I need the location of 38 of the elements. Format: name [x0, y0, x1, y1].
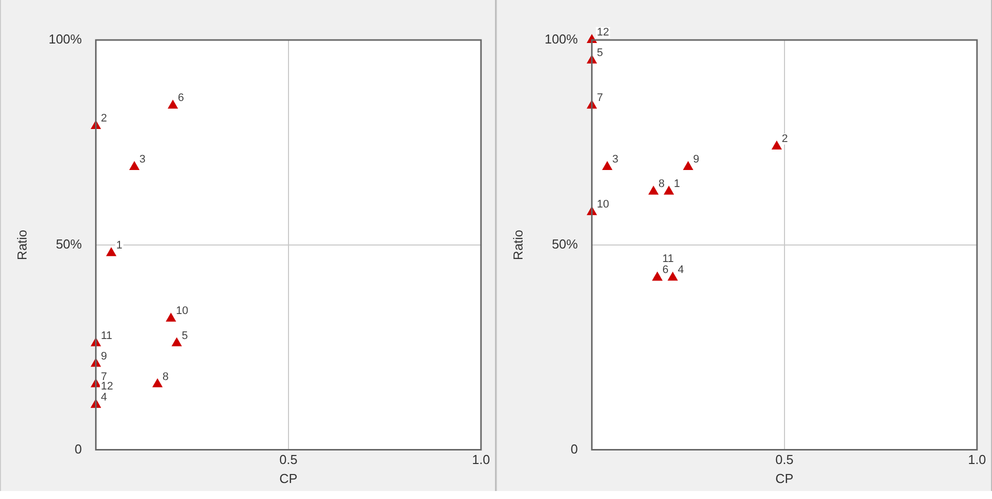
annotation: 5 [182, 330, 188, 342]
annotation: 2 [782, 133, 788, 146]
x-axis-title: CP [775, 470, 794, 486]
x-tick-label: 0.5 [279, 452, 298, 468]
annotation: 9 [100, 350, 107, 362]
x-axis-title: CP [279, 470, 298, 486]
annotation: 2 [100, 112, 107, 125]
y-tick-label: 100% [48, 32, 82, 47]
annotation: 7 [596, 92, 603, 104]
annotation: 4 [100, 391, 107, 404]
annotation: 9 [693, 154, 700, 166]
annotation: 11 [662, 253, 674, 266]
x-tick-label: 1.0 [472, 452, 490, 468]
annotation: 4 [678, 264, 684, 276]
annotation: 8 [162, 370, 169, 383]
y-tick-label: 0 [570, 441, 578, 456]
annotation: 3 [139, 154, 146, 166]
annotation: 11 [100, 330, 112, 342]
annotation: 10 [176, 305, 188, 318]
annotation: 10 [596, 198, 610, 211]
annotation: 12 [100, 380, 114, 392]
annotation: 8 [658, 178, 665, 190]
annotation: 6 [662, 264, 668, 276]
y-tick-label: 0 [74, 441, 82, 456]
annotation: 7 [100, 370, 107, 383]
y-axis-title: Ratio [510, 230, 526, 260]
annotation: 1 [674, 178, 680, 190]
y-tick-label: 100% [544, 32, 578, 47]
annotation: 6 [178, 92, 184, 104]
x-tick-label: 1.0 [968, 452, 986, 468]
annotation: 1 [116, 240, 122, 252]
y-tick-label: 50% [552, 236, 578, 252]
annotation: 3 [612, 154, 618, 166]
y-axis-title: Ratio [14, 230, 30, 260]
x-tick-label: 0.5 [775, 452, 794, 468]
annotation: 12 [596, 26, 610, 39]
annotation: 5 [596, 47, 603, 60]
y-tick-label: 50% [56, 236, 82, 252]
